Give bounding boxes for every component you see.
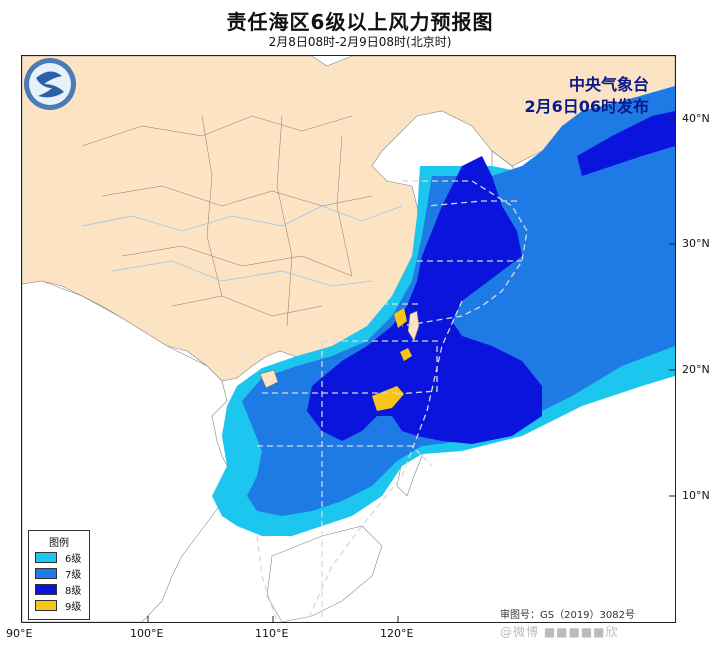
lat-label-30: 30°N [682, 237, 710, 250]
legend-label: 6级 [65, 553, 82, 565]
map-area: 中央气象台 2月6日06时发布 图例 6级 7级 8级 9级 审图号：GS（20… [21, 55, 676, 623]
lon-label-90: 90°E [6, 627, 33, 640]
legend-label: 8级 [65, 585, 82, 597]
lat-label-10: 10°N [682, 489, 710, 502]
map-title: 责任海区6级以上风力预报图 [226, 10, 494, 34]
issue-time: 2月6日06时发布 [524, 97, 649, 116]
legend: 图例 6级 7级 8级 9级 [28, 530, 90, 620]
legend-swatch [35, 567, 57, 579]
land-hainan [259, 369, 279, 389]
legend-item-9: 9级 [29, 597, 89, 613]
issuer-name: 中央气象台 [568, 75, 649, 94]
map-subtitle: 2月8日08时-2月9日08时(北京时) [268, 35, 452, 49]
legend-swatch [35, 599, 57, 611]
legend-title: 图例 [49, 538, 69, 549]
lat-label-20: 20°N [682, 363, 710, 376]
wind-force-9-b [394, 308, 407, 328]
legend-label: 9级 [65, 601, 82, 613]
province-boundaries [81, 115, 373, 327]
legend-item-6: 6级 [29, 549, 89, 565]
land-borneo [266, 525, 383, 622]
legend-label: 7级 [65, 569, 82, 581]
legend-item-7: 7级 [29, 565, 89, 581]
legend-swatch [35, 551, 57, 563]
lat-label-40: 40°N [682, 112, 710, 125]
sea-zone-boundaries [256, 180, 528, 622]
watermark: @微博 ■■■■■欣 [500, 625, 619, 639]
legend-item-8: 8级 [29, 581, 89, 597]
graticule-ticks [147, 118, 675, 622]
wind-force-9-a [372, 386, 404, 411]
approval-number: 审图号：GS（2019）3082号 [500, 610, 635, 621]
lon-label-110: 110°E [255, 627, 289, 640]
wind-force-9-c [400, 348, 412, 361]
rivers [81, 205, 403, 287]
cma-logo-icon [24, 58, 76, 110]
wind-force-8 [307, 156, 542, 444]
issuer-block: 中央气象台 2月6日06时发布 [524, 74, 649, 118]
wind-force-8-japan [577, 111, 675, 176]
land-taiwan [407, 310, 420, 342]
lon-label-100: 100°E [130, 627, 164, 640]
legend-swatch [35, 583, 57, 595]
lon-label-120: 120°E [380, 627, 414, 640]
map-canvas [22, 56, 675, 622]
